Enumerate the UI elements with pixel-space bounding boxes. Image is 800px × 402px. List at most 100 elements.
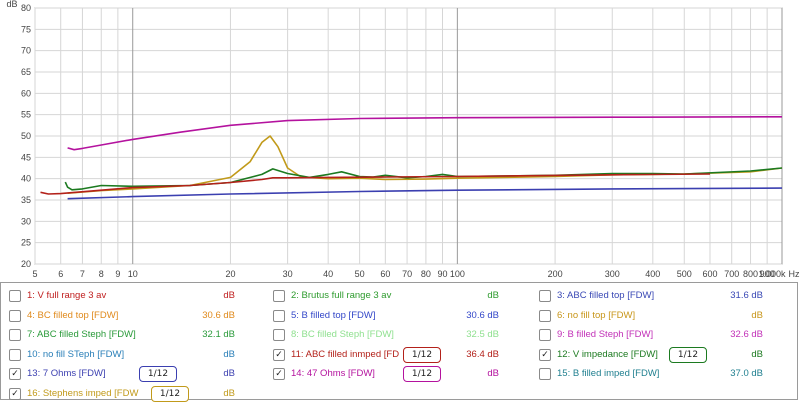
legend-value: 30.6 dB xyxy=(466,309,499,321)
x-tick-label: 5 xyxy=(32,269,37,279)
x-tick-label: 40 xyxy=(323,269,333,279)
y-tick-label: 75 xyxy=(21,24,31,34)
legend-checkbox[interactable] xyxy=(539,329,551,341)
series-line-1 xyxy=(67,116,783,151)
y-unit-label: dB xyxy=(6,0,17,9)
legend-value: 36.4 dB xyxy=(466,348,499,360)
legend-checkbox[interactable] xyxy=(273,290,285,302)
legend-label: 9: B filled Steph [FDW] xyxy=(557,329,654,340)
y-tick-label: 25 xyxy=(21,238,31,248)
legend-value: 31.6 dB xyxy=(730,290,763,301)
legend-item[interactable]: ✓ 12: V impedance [FDW] 1/12 dB xyxy=(539,346,763,363)
legend-label: 5: B filled top [FDW] xyxy=(291,309,376,321)
smoothing-badge[interactable]: 1/12 xyxy=(403,366,441,382)
legend-item[interactable]: 4: BC filled top [FDW] 30.6 dB xyxy=(9,308,235,324)
legend-item[interactable]: 15: B filled imped [FDW] 37.0 dB xyxy=(539,366,763,382)
legend-value: dB xyxy=(751,309,763,321)
legend-value: dB xyxy=(223,290,235,301)
legend-label: 10: no fill STeph [FDW] xyxy=(27,348,125,360)
series-line-4 xyxy=(40,173,711,195)
legend-item[interactable]: 3: ABC filled top [FDW] 31.6 dB xyxy=(539,288,763,304)
legend-checkbox[interactable] xyxy=(539,290,551,302)
legend-item[interactable]: 10: no fill STeph [FDW] dB xyxy=(9,347,235,363)
x-tick-label: 800 xyxy=(743,269,758,279)
legend-label: 6: no fill top [FDW] xyxy=(557,309,636,321)
x-tick-label: 30 xyxy=(283,269,293,279)
legend-label: 8: BC filled Steph [FDW] xyxy=(291,329,394,340)
legend-value: 37.0 dB xyxy=(730,368,763,379)
legend-label: 11: ABC filled inmped [FD xyxy=(291,348,400,360)
legend-value: 32.6 dB xyxy=(730,329,763,340)
legend-checkbox[interactable] xyxy=(9,329,21,341)
legend-label: 13: 7 Ohms [FDW] xyxy=(27,368,106,379)
x-tick-label: 9 xyxy=(115,269,120,279)
legend-checkbox[interactable]: ✓ xyxy=(539,348,551,361)
legend-label: 14: 47 Ohms [FDW] xyxy=(291,368,375,379)
series-line-3 xyxy=(64,167,783,191)
legend-item[interactable]: 5: B filled top [FDW] 30.6 dB xyxy=(273,308,499,324)
legend-item[interactable]: 1: V full range 3 av dB xyxy=(9,288,235,304)
smoothing-badge[interactable]: 1/12 xyxy=(151,385,189,402)
legend-checkbox[interactable] xyxy=(273,309,285,322)
x-tick-label: 70 xyxy=(402,269,412,279)
legend-checkbox[interactable]: ✓ xyxy=(273,348,285,361)
legend-item[interactable]: ✓ 16: Stephens imped [FDW 1/12 dB xyxy=(9,385,235,402)
x-tick-label: 50 xyxy=(355,269,365,279)
legend-item[interactable]: 6: no fill top [FDW] dB xyxy=(539,308,763,324)
legend-value: 32.5 dB xyxy=(466,329,499,340)
y-tick-label: 45 xyxy=(21,152,31,162)
smoothing-badge[interactable]: 1/12 xyxy=(403,346,441,363)
y-tick-label: 50 xyxy=(21,131,31,141)
legend-value: dB xyxy=(487,290,499,301)
legend-checkbox[interactable] xyxy=(273,329,285,341)
legend-checkbox[interactable]: ✓ xyxy=(9,368,21,380)
x-unit-label: Hz xyxy=(789,269,800,279)
frequency-response-plot: 20 25 30 35 40 45 50 55 60 65 70 75 80 5 6 7 8 9 10 20 30 40 5… xyxy=(6,0,800,279)
legend-item[interactable]: 7: ABC filled Steph [FDW] 32.1 dB xyxy=(9,327,235,343)
legend-checkbox[interactable] xyxy=(9,309,21,322)
x-tick-label: 90 xyxy=(438,269,448,279)
legend-label: 7: ABC filled Steph [FDW] xyxy=(27,329,136,340)
x-tick-label: 1.000k xyxy=(758,269,786,279)
legend-checkbox[interactable] xyxy=(539,309,551,322)
legend-checkbox[interactable] xyxy=(9,290,21,302)
smoothing-badge[interactable]: 1/12 xyxy=(139,366,177,382)
legend-label: 4: BC filled top [FDW] xyxy=(27,309,119,321)
smoothing-badge[interactable]: 1/12 xyxy=(669,346,707,363)
legend-value: dB xyxy=(751,348,763,360)
legend-checkbox[interactable] xyxy=(539,368,551,380)
x-tick-label: 10 xyxy=(128,269,138,279)
legend-value: dB xyxy=(223,368,235,379)
x-tick-label: 400 xyxy=(645,269,660,279)
y-tick-label: 35 xyxy=(21,195,31,205)
legend-item[interactable]: ✓ 14: 47 Ohms [FDW] 1/12 dB xyxy=(273,366,499,382)
legend-label: 16: Stephens imped [FDW xyxy=(27,387,139,399)
x-tick-label: 100 xyxy=(450,269,465,279)
legend-checkbox[interactable]: ✓ xyxy=(273,368,285,380)
legend-label: 3: ABC filled top [FDW] xyxy=(557,290,655,301)
legend-panel: 1: V full range 3 av dB 2: Brutus full ran… xyxy=(0,282,798,402)
x-tick-label: 60 xyxy=(380,269,390,279)
x-tick-label: 700 xyxy=(724,269,739,279)
legend-checkbox[interactable]: ✓ xyxy=(9,387,21,400)
y-tick-label: 55 xyxy=(21,110,31,120)
legend-label: 15: B filled imped [FDW] xyxy=(557,368,660,379)
x-tick-label: 8 xyxy=(99,269,104,279)
y-tick-label: 30 xyxy=(21,216,31,226)
x-tick-label: 300 xyxy=(605,269,620,279)
legend-item[interactable]: ✓ 11: ABC filled inmped [FD 1/12 36.4 dB xyxy=(273,346,499,363)
legend-item[interactable]: 8: BC filled Steph [FDW] 32.5 dB xyxy=(273,327,499,343)
x-tick-label: 7 xyxy=(80,269,85,279)
x-tick-label: 200 xyxy=(548,269,563,279)
legend-item[interactable]: 9: B filled Steph [FDW] 32.6 dB xyxy=(539,327,763,343)
y-tick-label: 60 xyxy=(21,88,31,98)
legend-value: dB xyxy=(223,348,235,360)
legend-value: 32.1 dB xyxy=(202,329,235,340)
legend-checkbox[interactable] xyxy=(9,348,21,361)
legend-value: 30.6 dB xyxy=(202,309,235,321)
legend-item[interactable]: 2: Brutus full range 3 av dB xyxy=(273,288,499,304)
legend-value: dB xyxy=(487,368,499,379)
legend-item[interactable]: ✓ 13: 7 Ohms [FDW] 1/12 dB xyxy=(9,366,235,382)
legend-label: 12: V impedance [FDW] xyxy=(557,348,658,360)
series-line-5 xyxy=(67,187,783,200)
